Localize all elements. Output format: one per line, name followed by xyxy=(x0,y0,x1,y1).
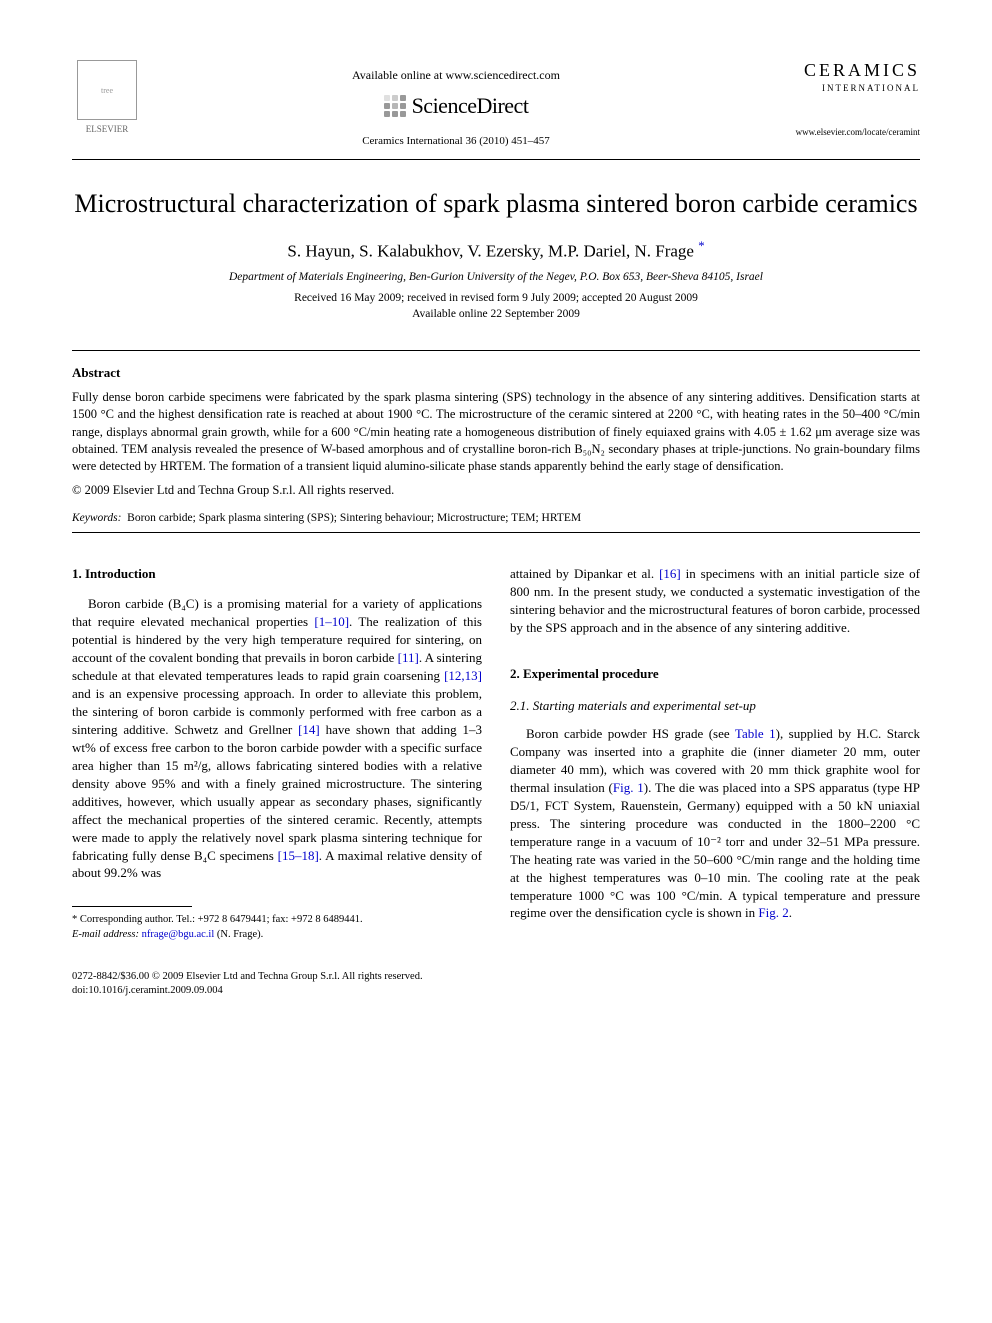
article-dates: Received 16 May 2009; received in revise… xyxy=(72,291,920,322)
abstract-top-rule xyxy=(72,350,920,351)
section-1-heading: 1. Introduction xyxy=(72,565,482,583)
intro-paragraph-1: Boron carbide (B₄C) is a promising mater… xyxy=(72,595,482,882)
abstract-label: Abstract xyxy=(72,365,920,381)
ref-link-fig-2[interactable]: Fig. 2 xyxy=(758,905,788,920)
right-column: attained by Dipankar et al. [16] in spec… xyxy=(510,565,920,941)
platform-name: ScienceDirect xyxy=(412,93,529,119)
body-columns: 1. Introduction Boron carbide (B₄C) is a… xyxy=(72,565,920,941)
ref-link-table-1[interactable]: Table 1 xyxy=(735,726,776,741)
page: tree ELSEVIER Available online at www.sc… xyxy=(0,0,992,1038)
subsection-2-1-heading: 2.1. Starting materials and experimental… xyxy=(510,697,920,715)
abstract-text: Fully dense boron carbide specimens were… xyxy=(72,389,920,475)
corresponding-email-line: E-mail address: nfrage@bgu.ac.il (N. Fra… xyxy=(72,928,482,942)
doi-line: doi:10.1016/j.ceramint.2009.09.004 xyxy=(72,984,920,998)
ref-link-16[interactable]: [16] xyxy=(659,566,681,581)
authors-line: S. Hayun, S. Kalabukhov, V. Ezersky, M.P… xyxy=(72,239,920,262)
email-link[interactable]: nfrage@bgu.ac.il xyxy=(142,929,215,940)
issn-line: 0272-8842/$36.00 © 2009 Elsevier Ltd and… xyxy=(72,970,920,984)
ref-link-15-18[interactable]: [15–18] xyxy=(278,848,319,863)
ref-link-11[interactable]: [11] xyxy=(398,650,419,665)
publisher-logo: tree ELSEVIER xyxy=(72,60,142,134)
email-label: E-mail address: xyxy=(72,929,139,940)
journal-logo-block: CERAMICS INTERNATIONAL www.elsevier.com/… xyxy=(770,60,920,137)
elsevier-tree-icon: tree xyxy=(77,60,137,120)
abstract-bottom-rule xyxy=(72,532,920,533)
sciencedirect-logo: ScienceDirect xyxy=(142,93,770,119)
page-footer: 0272-8842/$36.00 © 2009 Elsevier Ltd and… xyxy=(72,970,920,998)
affiliation: Department of Materials Engineering, Ben… xyxy=(72,271,920,283)
journal-url: www.elsevier.com/locate/ceramint xyxy=(770,127,920,137)
citation-line: Ceramics International 36 (2010) 451–457 xyxy=(142,135,770,147)
header-rule xyxy=(72,159,920,160)
journal-subtitle: INTERNATIONAL xyxy=(770,83,920,93)
intro-paragraph-2: attained by Dipankar et al. [16] in spec… xyxy=(510,565,920,637)
abstract-copyright: © 2009 Elsevier Ltd and Techna Group S.r… xyxy=(72,483,920,498)
keywords-line: Keywords: Boron carbide; Spark plasma si… xyxy=(72,512,920,524)
header-row: tree ELSEVIER Available online at www.sc… xyxy=(72,60,920,151)
footnote-block: * Corresponding author. Tel.: +972 8 647… xyxy=(72,913,482,941)
available-online-text: Available online at www.sciencedirect.co… xyxy=(142,68,770,83)
keywords-text: Boron carbide; Spark plasma sintering (S… xyxy=(127,512,581,524)
ref-link-fig-1[interactable]: Fig. 1 xyxy=(613,780,644,795)
sciencedirect-dots-icon xyxy=(384,95,406,117)
experimental-paragraph-1: Boron carbide powder HS grade (see Table… xyxy=(510,725,920,922)
dates-line-1: Received 16 May 2009; received in revise… xyxy=(72,291,920,307)
ref-link-12-13[interactable]: [12,13] xyxy=(444,668,482,683)
authors-text: S. Hayun, S. Kalabukhov, V. Ezersky, M.P… xyxy=(287,241,694,260)
dates-line-2: Available online 22 September 2009 xyxy=(72,307,920,323)
center-header: Available online at www.sciencedirect.co… xyxy=(142,60,770,151)
corresponding-star-icon: * xyxy=(698,239,704,253)
article-title: Microstructural characterization of spar… xyxy=(72,188,920,221)
ref-link-1-10[interactable]: [1–10] xyxy=(314,614,349,629)
journal-title: CERAMICS xyxy=(770,60,920,81)
publisher-name: ELSEVIER xyxy=(72,124,142,134)
ref-link-14[interactable]: [14] xyxy=(298,722,320,737)
footnote-rule xyxy=(72,906,192,907)
left-column: 1. Introduction Boron carbide (B₄C) is a… xyxy=(72,565,482,941)
section-2-heading: 2. Experimental procedure xyxy=(510,665,920,683)
email-author-name: (N. Frage). xyxy=(217,929,263,940)
corresponding-author-footnote: * Corresponding author. Tel.: +972 8 647… xyxy=(72,913,482,927)
keywords-label: Keywords: xyxy=(72,512,121,524)
